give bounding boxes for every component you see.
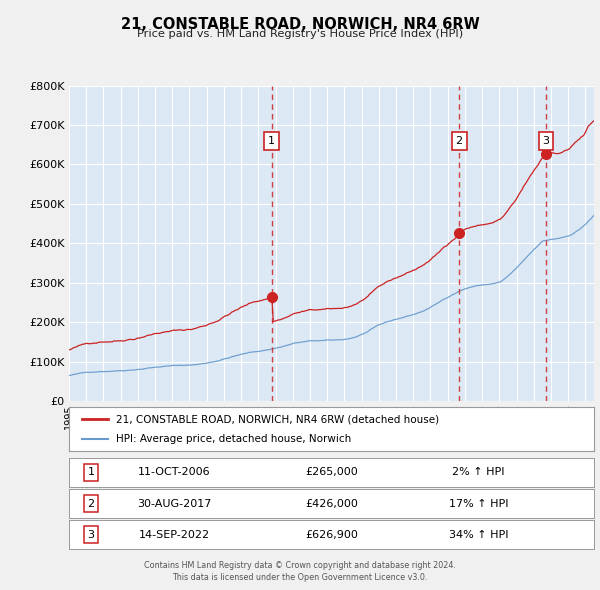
- Text: £426,000: £426,000: [305, 499, 358, 509]
- Text: Price paid vs. HM Land Registry's House Price Index (HPI): Price paid vs. HM Land Registry's House …: [137, 29, 463, 39]
- Text: 1: 1: [268, 136, 275, 146]
- Text: 3: 3: [542, 136, 550, 146]
- Text: 30-AUG-2017: 30-AUG-2017: [137, 499, 211, 509]
- Text: 34% ↑ HPI: 34% ↑ HPI: [449, 530, 508, 540]
- Text: 11-OCT-2006: 11-OCT-2006: [137, 467, 211, 477]
- Text: 2: 2: [88, 499, 95, 509]
- Text: 2: 2: [455, 136, 463, 146]
- Text: 2% ↑ HPI: 2% ↑ HPI: [452, 467, 505, 477]
- Text: 3: 3: [88, 530, 95, 540]
- Text: 1: 1: [88, 467, 95, 477]
- Text: £626,900: £626,900: [305, 530, 358, 540]
- Text: HPI: Average price, detached house, Norwich: HPI: Average price, detached house, Norw…: [116, 434, 352, 444]
- Text: 21, CONSTABLE ROAD, NORWICH, NR4 6RW (detached house): 21, CONSTABLE ROAD, NORWICH, NR4 6RW (de…: [116, 414, 439, 424]
- Text: 17% ↑ HPI: 17% ↑ HPI: [449, 499, 508, 509]
- Text: 14-SEP-2022: 14-SEP-2022: [139, 530, 209, 540]
- Text: £265,000: £265,000: [305, 467, 358, 477]
- Text: Contains HM Land Registry data © Crown copyright and database right 2024.
This d: Contains HM Land Registry data © Crown c…: [144, 561, 456, 582]
- Text: 21, CONSTABLE ROAD, NORWICH, NR4 6RW: 21, CONSTABLE ROAD, NORWICH, NR4 6RW: [121, 17, 479, 31]
